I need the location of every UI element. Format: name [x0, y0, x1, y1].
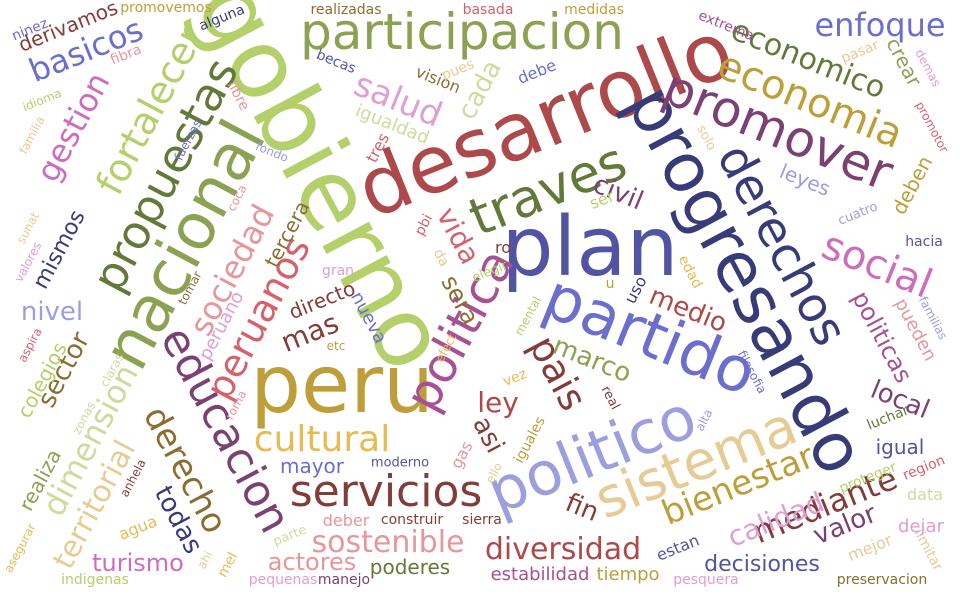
cloud-word: tiempo [596, 564, 660, 585]
cloud-word: cuatro [835, 199, 881, 229]
cloud-word: nivel [20, 297, 84, 327]
cloud-word: pequenas [248, 572, 318, 588]
cloud-word: indigenas [61, 572, 129, 588]
cloud-word: estan [653, 530, 702, 565]
cloud-word: medidas [564, 2, 624, 18]
cloud-word: ley [477, 386, 519, 419]
cloud-word: sostenible [311, 525, 465, 560]
cloud-word: manejo [317, 572, 371, 588]
cloud-word: agua [115, 511, 160, 544]
cloud-word: estabilidad [490, 564, 590, 585]
cloud-word: realizadas [310, 2, 382, 18]
cloud-word: gran [321, 263, 355, 279]
cloud-word: igual [875, 435, 925, 459]
cloud-word: moderno [370, 455, 430, 471]
cloud-word: data [906, 485, 944, 504]
cloud-word: promovemos [120, 0, 212, 16]
cloud-word: dejar [898, 516, 944, 537]
cloud-word: turismo [92, 549, 184, 577]
cloud-word: actores [267, 548, 357, 576]
cloud-word: pesquera [673, 572, 739, 588]
cloud-word: asegurar [1, 521, 39, 575]
cloud-word: preservacion [836, 572, 928, 588]
cloud-word: peru [250, 338, 434, 431]
cloud-word: ahi [194, 548, 216, 572]
cloud-word: participacion [300, 3, 624, 61]
cloud-word: idioma [20, 85, 64, 115]
cloud-word: u [605, 276, 615, 292]
cloud-word: decisiones [704, 552, 820, 577]
cloud-word: deber [322, 511, 370, 530]
cloud-word: mayor [279, 454, 345, 478]
cloud-word: ro [494, 238, 512, 257]
cloud-word: etc [326, 339, 346, 353]
cloud-word: enfoque [814, 6, 946, 44]
cloud-word: hacia [905, 234, 943, 250]
cloud-word: diversidad [484, 532, 642, 567]
cloud-word: plan [501, 200, 679, 295]
cloud-word: vez [500, 366, 530, 390]
cloud-word: basada [462, 2, 514, 18]
cloud-word: cultural [253, 419, 391, 460]
cloud-word: sunat [13, 209, 43, 247]
cloud-word: promotor [912, 99, 952, 155]
cloud-word: poderes [369, 555, 451, 579]
cloud-word: mel [214, 549, 242, 581]
cloud-word: construir [380, 512, 444, 528]
cloud-word: servicios [289, 466, 483, 517]
cloud-word: deben [886, 151, 938, 219]
cloud-word: sierra [462, 512, 502, 528]
